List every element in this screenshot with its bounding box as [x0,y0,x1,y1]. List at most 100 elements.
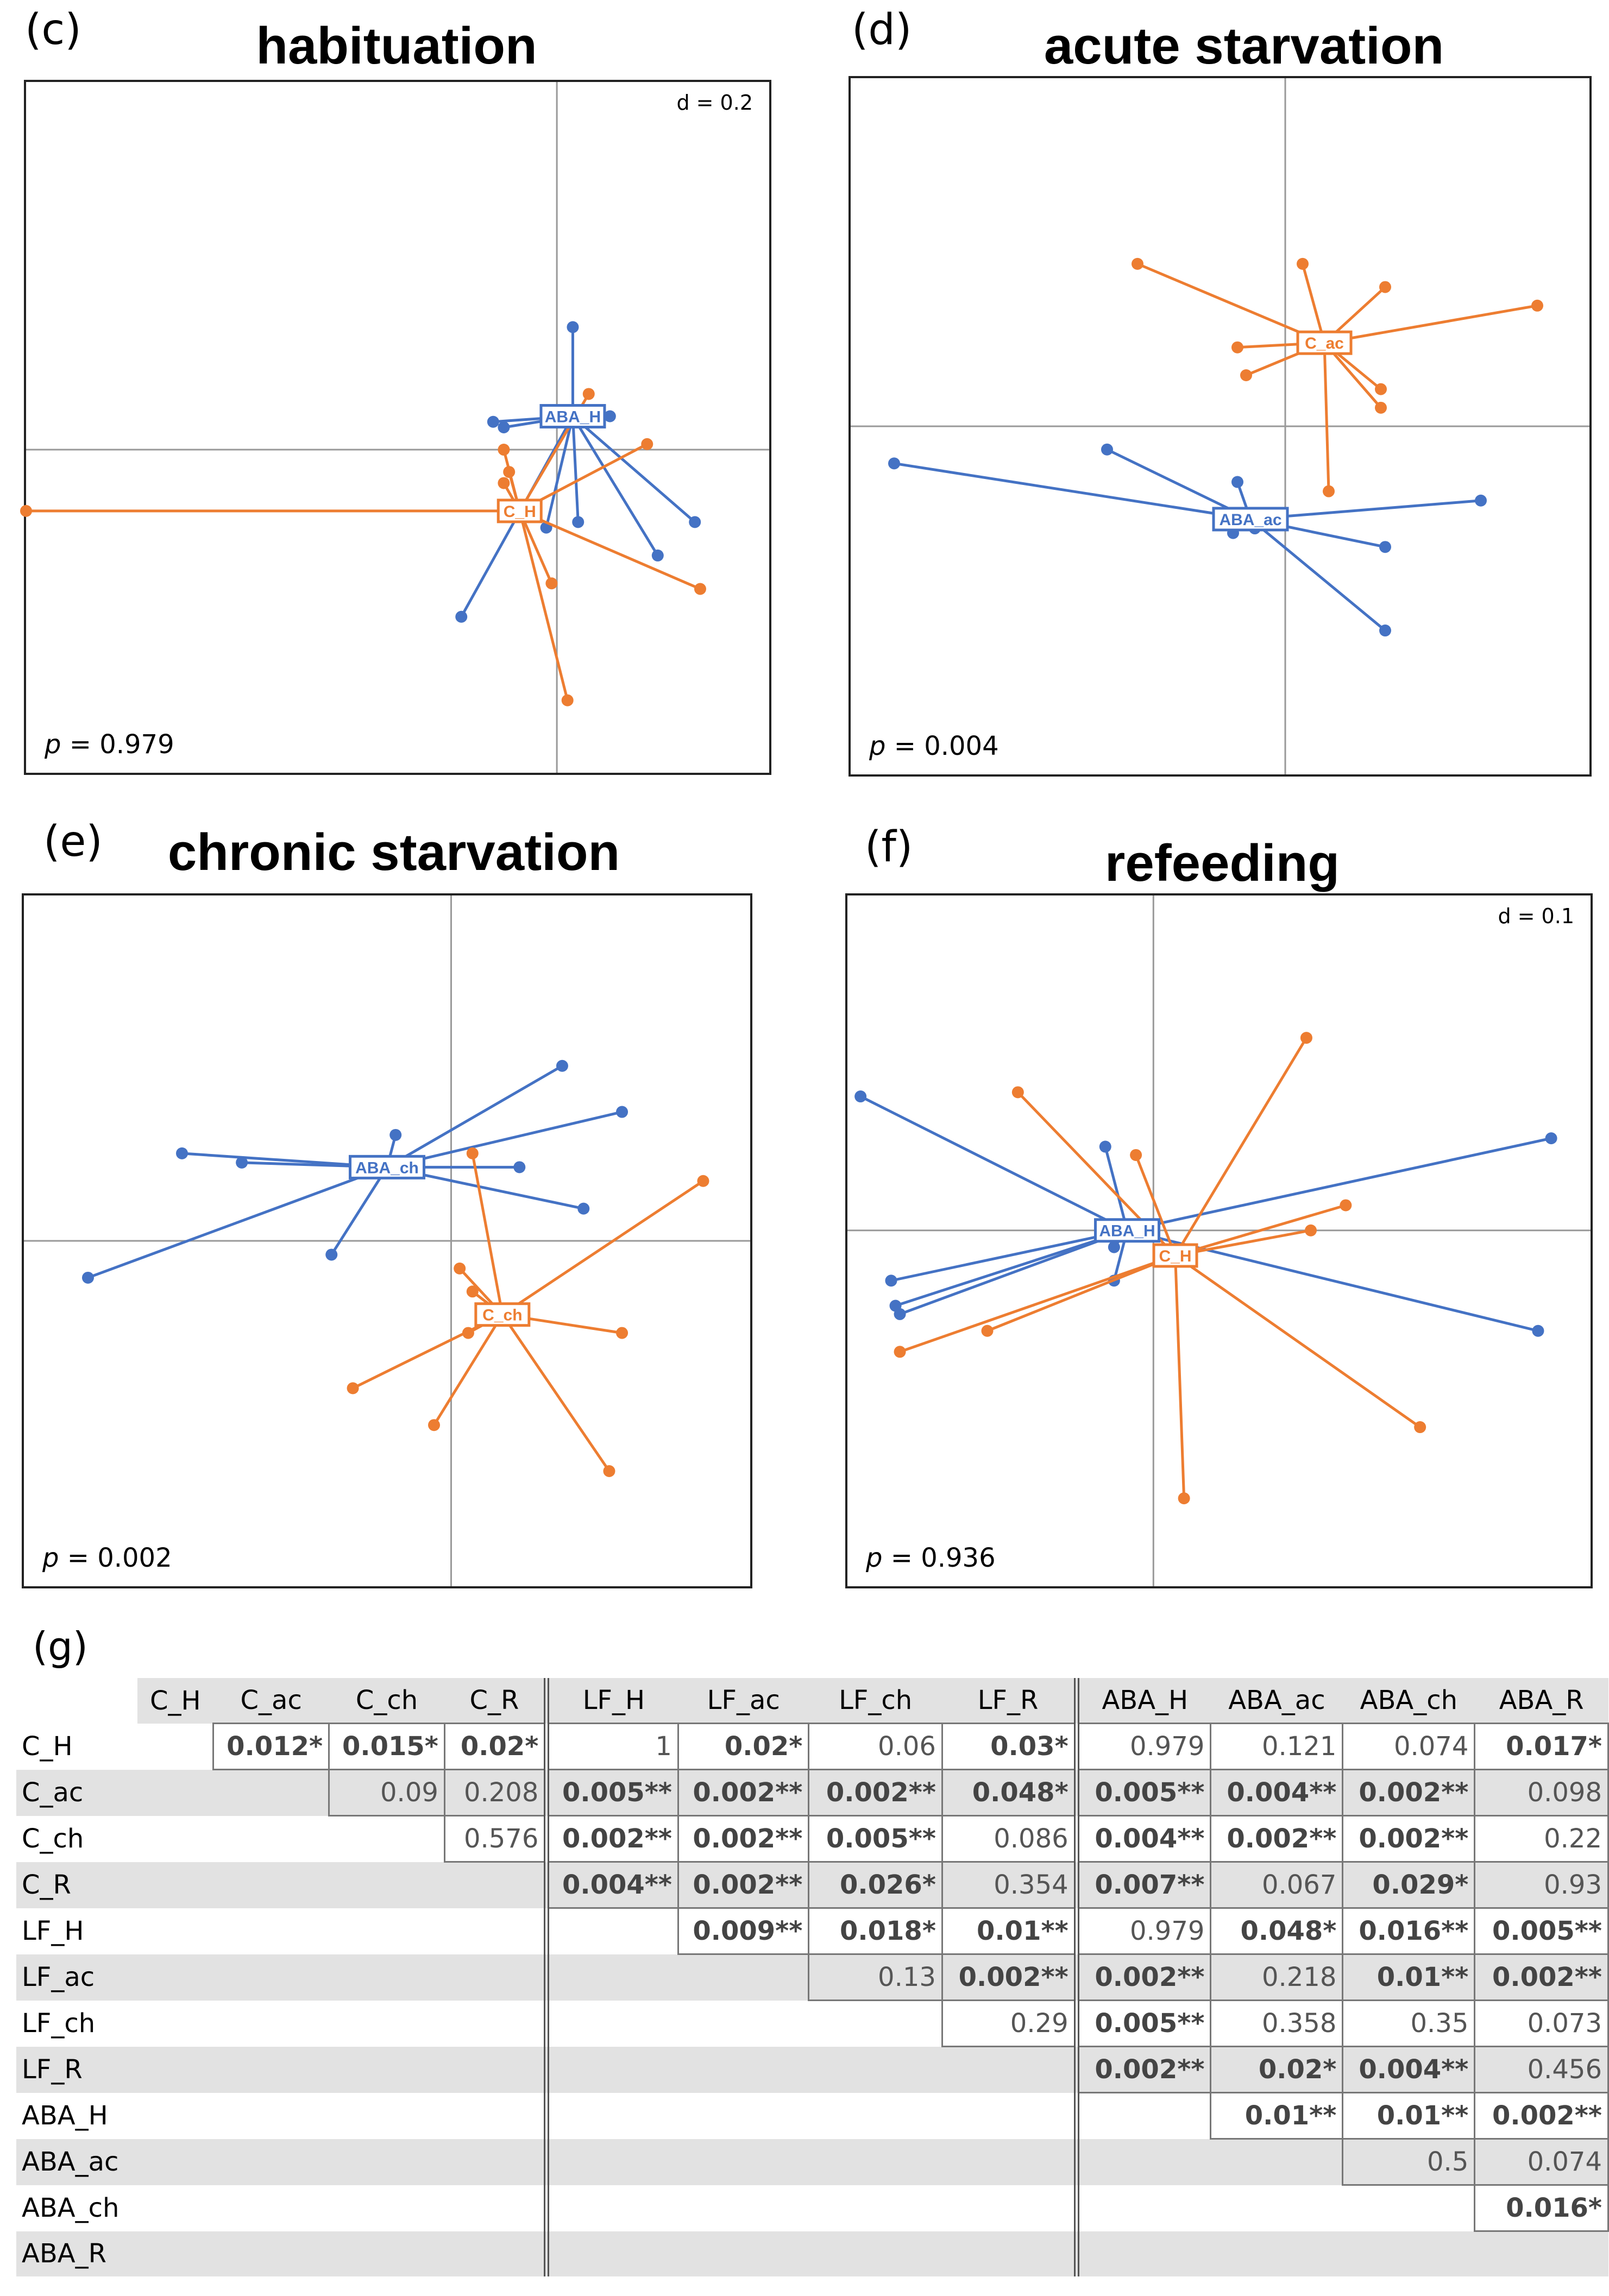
empty-cell [213,1862,329,1908]
empty-cell [213,1954,329,2001]
empty-cell [444,2231,547,2276]
row-header: ABA_ch [16,2185,137,2231]
table-row: ABA_H 0.01** 0.01** 0.002** [16,2092,1609,2140]
empty-cell [329,2046,445,2093]
empty-cell [329,1908,445,1954]
data-point [1531,299,1543,312]
spoke-line [1104,1146,1129,1231]
spoke-line [501,1179,704,1316]
empty-cell [137,1769,213,1816]
data-point [498,477,510,489]
empty-cell [213,1769,329,1816]
spoke-line [386,1064,563,1169]
biplot-habituation: ABA_H C_H d = 0.2 p = 0.979 [20,80,771,775]
table-cell: 0.002** [677,1769,810,1816]
empty-cell [137,1908,213,1954]
table-cell: 0.979 [1073,1907,1212,1955]
empty-cell [678,2139,809,2185]
panel-letter: (d) [852,5,912,54]
panel-letter: (e) [43,817,103,866]
table-row: LF_ac 0.13 0.002** 0.002** 0.218 0.01** 0.002*… [16,1953,1609,2001]
corner-cell [16,1678,137,1724]
table-cell: 0.004** [1073,1815,1212,1863]
table-cell: 0.016** [1342,1907,1476,1955]
centroid-text: C_ac [1305,335,1344,352]
data-point [694,583,706,595]
empty-cell [678,2231,809,2276]
empty-cell [444,1954,547,2001]
empty-cell [137,1862,213,1908]
table-cell: 0.29 [941,1999,1078,2047]
data-point [454,1262,466,1275]
centroid-text: ABA_ac [1219,511,1281,529]
empty-cell [329,2000,445,2047]
table-cell: 0.002** [1073,2046,1212,2093]
centroid-label: C_ac [1296,330,1353,355]
data-point [567,321,579,333]
data-point [1379,625,1391,637]
data-point [487,415,499,428]
table-cell: 0.004** [1210,1769,1344,1816]
row-header: ABA_H [16,2092,137,2139]
data-point [582,388,595,400]
table-cell: 0.02* [1210,2046,1344,2093]
empty-cell [213,1908,329,1954]
data-point [347,1382,359,1395]
empty-cell [137,2092,213,2139]
table-cell: 0.002** [1073,1953,1212,2001]
empty-cell [544,2000,678,2047]
table-cell: 0.121 [1210,1723,1344,1770]
table-row: ABA_ch 0.016* [16,2184,1609,2232]
table-cell: 0.002** [677,1861,810,1909]
data-point [325,1248,338,1261]
data-point [1475,494,1487,507]
empty-cell [213,2231,329,2276]
empty-cell [1342,2231,1475,2276]
table-row: LF_ch 0.29 0.005** 0.358 0.35 0.073 [16,1999,1609,2047]
data-point [1340,1199,1352,1212]
table-cell: 0.048* [1210,1907,1344,1955]
data-point [389,1128,402,1141]
empty-cell [1210,2139,1343,2185]
data-point [1375,401,1387,414]
table-cell: 0.018* [808,1907,943,1955]
empty-cell [1073,2139,1211,2185]
spoke-line [571,416,580,522]
data-point [888,457,900,470]
data-point [981,1324,994,1337]
plot-canvas: ABA_H C_H [847,895,1591,1586]
spoke-line [899,1254,1176,1353]
data-point [689,516,701,528]
column-header: C_ac [213,1678,329,1724]
table-cell: 0.016* [1474,2184,1609,2232]
empty-cell [137,2046,213,2093]
row-header: ABA_R [16,2231,137,2276]
data-point [1297,257,1309,270]
data-point [498,444,510,456]
data-point [1178,1492,1190,1505]
table-cell: 0.002** [808,1769,943,1816]
table-cell: 0.004** [1342,2046,1476,2093]
empty-cell [213,2092,329,2139]
column-header: ABA_H [1073,1678,1211,1724]
empty-cell [678,2092,809,2139]
centroid-label: C_H [1152,1243,1198,1268]
column-header: LF_R [942,1678,1077,1724]
empty-cell [329,1815,445,1862]
spoke-line [571,415,696,523]
panel-letter: (f) [865,823,913,872]
scale-label: d = 0.1 [1498,904,1574,928]
centroid-text: ABA_H [1099,1222,1155,1240]
column-header: C_ch [329,1678,445,1724]
table-cell: 0.067 [1210,1861,1344,1909]
empty-cell [329,2231,445,2276]
table-cell: 0.09 [328,1769,445,1816]
spoke-line [860,1095,1128,1232]
empty-cell [1474,2231,1608,2276]
empty-cell [137,2185,213,2231]
data-point [1231,341,1243,354]
spoke-line [1174,1037,1308,1257]
panel-title: acute starvation [1044,17,1444,75]
table-cell: 0.979 [1073,1723,1212,1770]
data-point [462,1327,474,1339]
